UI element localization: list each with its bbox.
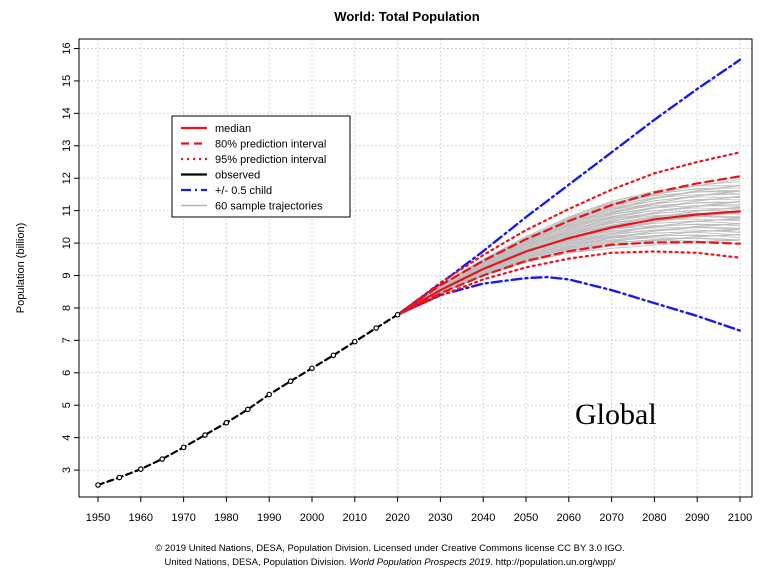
x-tick-label-2010: 2010: [343, 512, 367, 524]
observed-point-1995: [287, 378, 294, 385]
x-tick-label-2000: 2000: [300, 512, 324, 524]
credit-line-2-prefix: United Nations, DESA, Population Divisio…: [164, 557, 347, 568]
y-tick-label-8: 8: [61, 305, 73, 311]
series-line-0-5-child: [396, 58, 742, 316]
x-tick-label-2040: 2040: [471, 512, 495, 524]
x-tick-label-2050: 2050: [514, 512, 538, 524]
y-tick-label-6: 6: [61, 370, 73, 376]
observed-point-1950: [95, 482, 101, 488]
y-tick-label-12: 12: [61, 172, 73, 184]
observed-point-2005: [330, 352, 337, 359]
x-tick-label-1950: 1950: [86, 512, 110, 524]
series-lines: [96, 58, 742, 487]
grid: [79, 39, 752, 497]
x-tick-label-1970: 1970: [171, 512, 195, 524]
series-line-95-lower: [396, 250, 742, 316]
y-tick-label-15: 15: [61, 75, 73, 87]
annotation-global: Global: [575, 398, 657, 431]
y-tick-label-3: 3: [61, 467, 73, 473]
observed-point-1965: [159, 456, 166, 462]
y-tick-label-7: 7: [61, 337, 73, 343]
observed-point-2015: [373, 325, 380, 331]
y-tick-label-14: 14: [61, 107, 73, 119]
x-tick-label-1960: 1960: [129, 512, 153, 524]
x-tick-label-2080: 2080: [642, 512, 666, 524]
observed-point-1955: [116, 474, 123, 481]
observed-point-1990: [266, 391, 273, 398]
observed-point-1970: [180, 444, 187, 451]
x-tick-label-1990: 1990: [257, 512, 281, 524]
series-line-median: [396, 210, 742, 316]
series-line-80-lower: [396, 240, 742, 316]
y-tick-label-16: 16: [61, 42, 73, 54]
legend-label-0-5-child: +/- 0.5 child: [215, 185, 272, 197]
legend-label-95-prediction-interval: 95% prediction interval: [215, 154, 326, 166]
series-line-observed: [96, 313, 399, 487]
x-tick-label-2060: 2060: [557, 512, 581, 524]
y-tick-label-10: 10: [61, 237, 73, 249]
x-tick-label-2020: 2020: [385, 512, 409, 524]
legend-label-60-sample-trajectories: 60 sample trajectories: [215, 201, 323, 213]
plot-frame: [78, 38, 753, 498]
credit-line-2: United Nations, DESA, Population Divisio…: [0, 557, 780, 568]
legend-label-median: median: [215, 123, 251, 135]
observed-point-1985: [245, 406, 251, 413]
y-tick-label-4: 4: [61, 435, 73, 441]
credit-line-1: © 2019 United Nations, DESA, Population …: [155, 543, 625, 554]
y-tick-label-11: 11: [61, 205, 73, 216]
y-axis-label: Population (billion): [15, 223, 27, 314]
y-tick-label-9: 9: [61, 272, 73, 278]
y-tick-label-13: 13: [61, 140, 73, 152]
legend-label-observed: observed: [215, 170, 260, 182]
x-tick-label-2070: 2070: [599, 512, 623, 524]
x-tick-label-2090: 2090: [685, 512, 709, 524]
observed-point-2010: [351, 338, 358, 345]
series-line-95-upper: [396, 151, 742, 316]
x-tick-label-2100: 2100: [728, 512, 752, 524]
series-line-0-5-child: [396, 275, 742, 332]
x-tick-label-1980: 1980: [214, 512, 238, 524]
credit-line-2-title: World Population Prospects 2019: [349, 557, 491, 568]
observed-points: [95, 311, 401, 488]
observed-point-2020: [394, 311, 401, 318]
legend: median 80% prediction interval 95% predict…: [171, 115, 351, 218]
x-tick-label-2030: 2030: [428, 512, 452, 524]
credit-line-2-suffix: . http://population.un.org/wpp/: [490, 557, 616, 568]
x-axis: 1950 1960 1970 1980 1990 2000 2010 2020 2030 2040…: [86, 497, 752, 524]
chart-title: World: Total Population: [334, 9, 479, 24]
y-axis: 3 4 5 6 7 8 9 10 11 12 13 14 15 16: [61, 42, 79, 473]
series-line-80-upper: [396, 175, 742, 316]
y-tick-label-5: 5: [61, 402, 73, 408]
sample-trajectory-34: [397, 206, 741, 316]
observed-point-1980: [223, 419, 230, 426]
observed-point-2000: [309, 365, 315, 372]
observed-point-1960: [138, 466, 144, 472]
legend-label-80-prediction-interval: 80% prediction interval: [215, 139, 326, 151]
observed-point-1975: [202, 432, 208, 438]
legend-box: [171, 115, 351, 218]
